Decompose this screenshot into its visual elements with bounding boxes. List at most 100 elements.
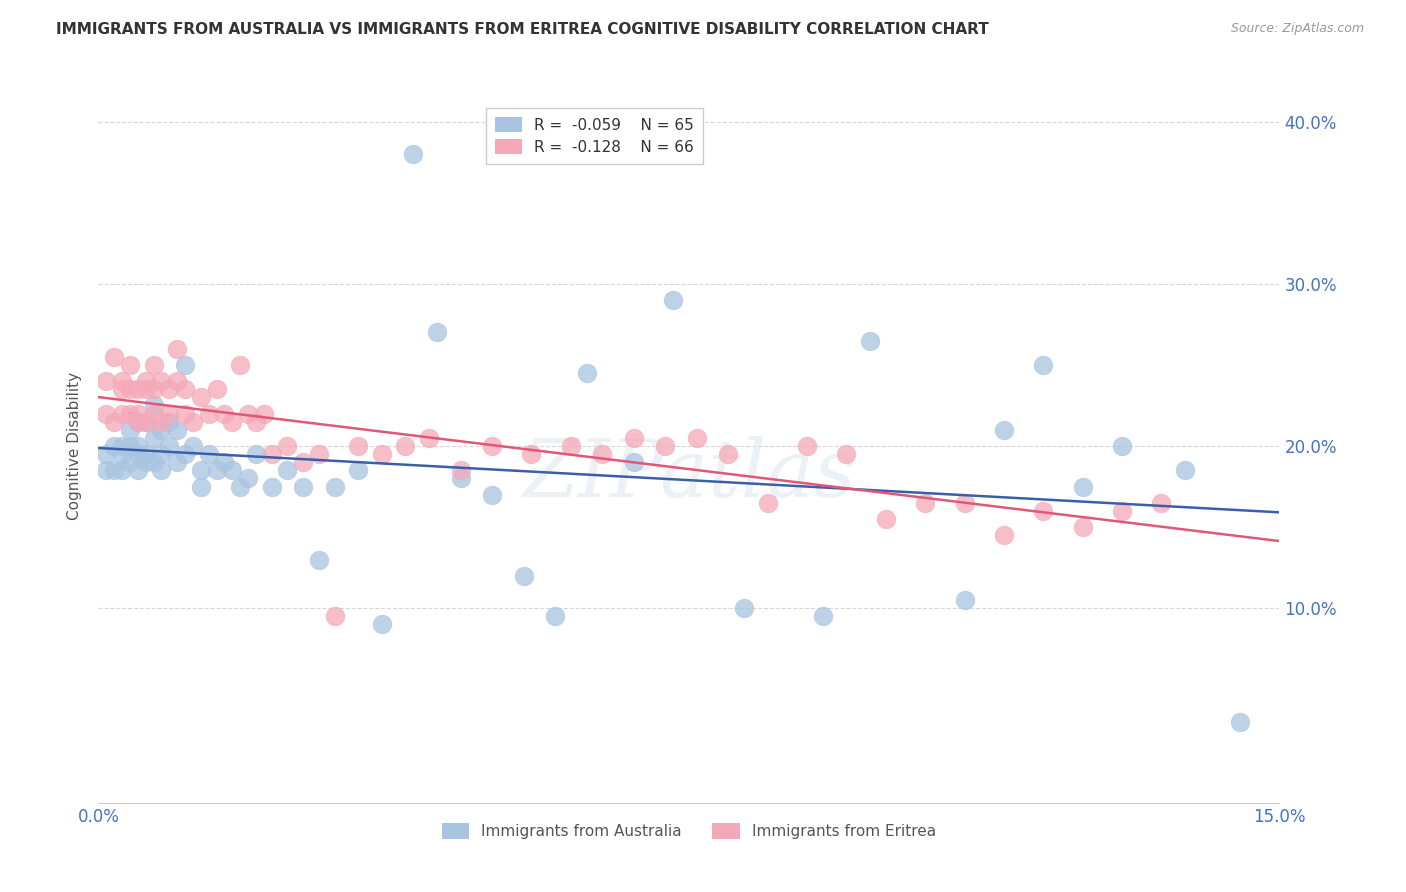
Point (214, 407, 236, 421)
Point (181, 439, 204, 453)
Point (197, 447, 219, 461)
Point (875, 512, 897, 526)
Point (96, 463, 118, 477)
Point (150, 374, 173, 388)
Point (142, 455, 165, 469)
Point (323, 609, 346, 624)
Point (103, 350, 125, 364)
Point (686, 431, 709, 445)
Point (135, 382, 157, 396)
Point (371, 617, 394, 632)
Point (520, 447, 543, 461)
Point (111, 407, 134, 421)
Point (111, 463, 134, 477)
Point (157, 407, 180, 421)
Point (1111, 439, 1133, 453)
Point (308, 447, 330, 461)
Point (347, 439, 370, 453)
Point (142, 431, 165, 445)
Point (402, 147, 425, 161)
Point (103, 463, 125, 477)
Point (292, 479, 315, 493)
Point (993, 423, 1015, 437)
Point (150, 423, 173, 437)
Point (796, 439, 818, 453)
Point (260, 447, 283, 461)
Point (654, 439, 676, 453)
Point (96, 407, 118, 421)
Point (111, 382, 134, 396)
Point (276, 439, 298, 453)
Point (481, 439, 503, 453)
Point (323, 479, 346, 493)
Point (245, 447, 267, 461)
Point (111, 439, 134, 453)
Point (236, 407, 259, 421)
Point (135, 415, 157, 429)
Point (347, 463, 370, 477)
Point (236, 471, 259, 485)
Point (118, 439, 141, 453)
Point (135, 447, 157, 461)
Point (166, 423, 188, 437)
Point (205, 382, 228, 396)
Point (229, 358, 252, 372)
Point (1071, 479, 1094, 493)
Point (157, 439, 180, 453)
Point (512, 568, 534, 582)
Point (1229, 714, 1251, 729)
Point (371, 447, 394, 461)
Point (111, 374, 134, 388)
Text: Source: ZipAtlas.com: Source: ZipAtlas.com (1230, 22, 1364, 36)
Point (221, 463, 243, 477)
Point (150, 463, 173, 477)
Text: IMMIGRANTS FROM AUSTRALIA VS IMMIGRANTS FROM ERITREA COGNITIVE DISABILITY CORREL: IMMIGRANTS FROM AUSTRALIA VS IMMIGRANTS … (56, 22, 988, 37)
Point (174, 358, 197, 372)
Point (150, 447, 173, 461)
Point (205, 463, 228, 477)
Point (127, 463, 149, 477)
Point (127, 439, 149, 453)
Point (623, 455, 645, 469)
Point (142, 358, 165, 372)
Point (142, 382, 165, 396)
Point (190, 463, 212, 477)
Point (166, 455, 188, 469)
Point (118, 358, 141, 372)
Point (190, 390, 212, 404)
Point (127, 415, 149, 429)
Point (717, 447, 740, 461)
Point (560, 439, 582, 453)
Point (174, 382, 197, 396)
Point (953, 593, 976, 607)
Point (276, 463, 298, 477)
Point (127, 382, 149, 396)
Point (245, 415, 267, 429)
Point (127, 415, 149, 429)
Point (1150, 496, 1173, 510)
Point (544, 609, 567, 624)
Point (1071, 520, 1094, 534)
Point (214, 455, 236, 469)
Point (591, 447, 613, 461)
Point (181, 415, 204, 429)
Point (426, 326, 449, 340)
Point (260, 479, 283, 493)
Point (118, 455, 141, 469)
Point (96, 447, 118, 461)
Point (418, 431, 440, 445)
Point (96, 374, 118, 388)
Point (308, 552, 330, 566)
Point (623, 431, 645, 445)
Point (111, 447, 134, 461)
Point (575, 366, 598, 380)
Point (1111, 504, 1133, 518)
Y-axis label: Cognitive Disability: Cognitive Disability (67, 372, 83, 520)
Point (103, 415, 125, 429)
Point (157, 415, 180, 429)
Point (953, 496, 976, 510)
Point (481, 488, 503, 502)
Point (1032, 358, 1054, 372)
Point (190, 479, 212, 493)
Point (135, 415, 157, 429)
